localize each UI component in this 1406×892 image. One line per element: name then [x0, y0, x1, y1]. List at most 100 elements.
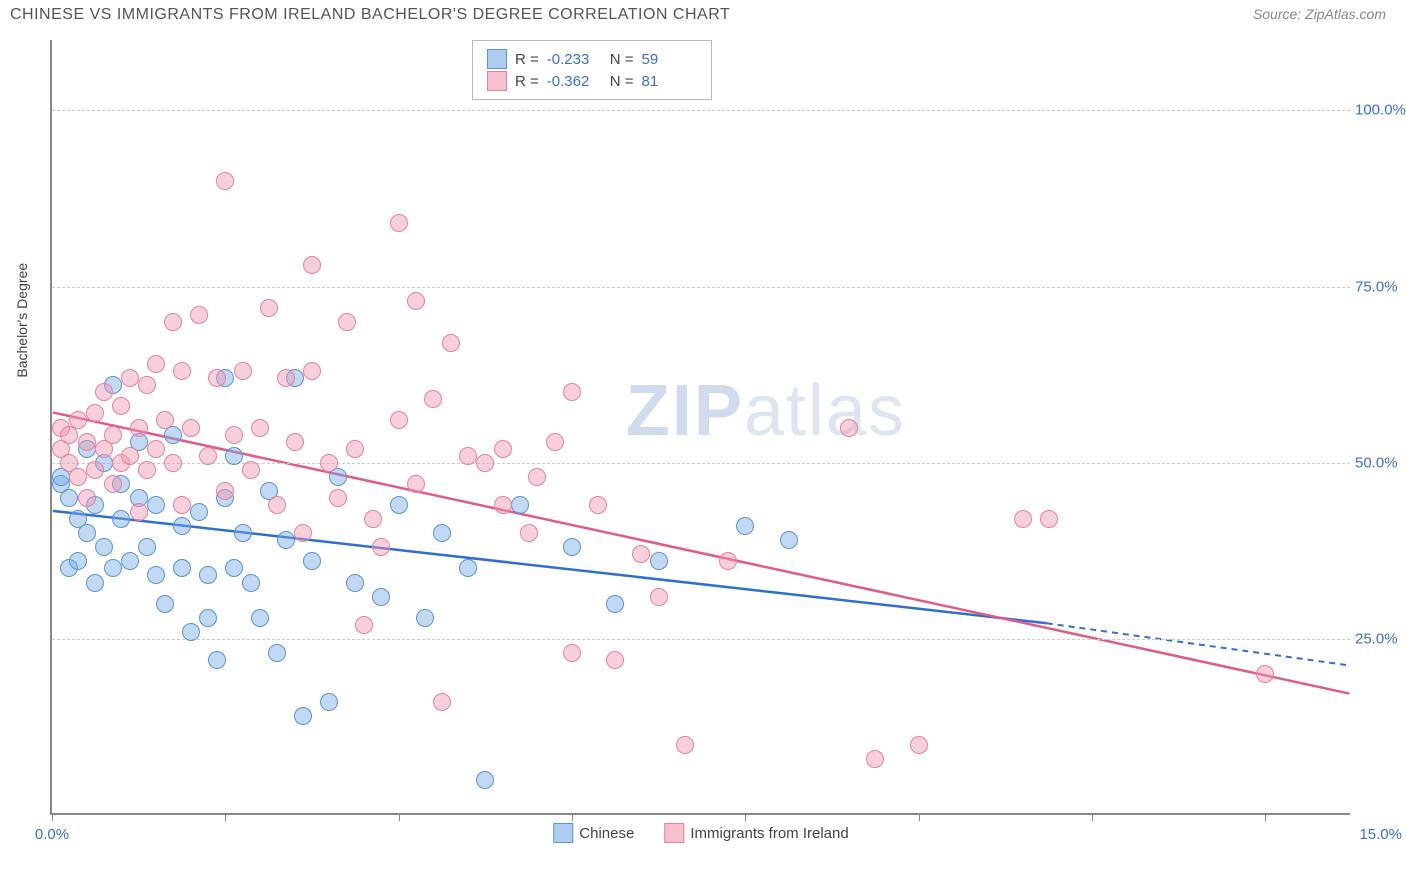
x-tick: [572, 813, 573, 821]
data-point: [606, 595, 624, 613]
header: CHINESE VS IMMIGRANTS FROM IRELAND BACHE…: [0, 0, 1406, 24]
data-point: [424, 390, 442, 408]
data-point: [121, 552, 139, 570]
gridline: [52, 287, 1350, 288]
data-point: [372, 538, 390, 556]
source-attribution: Source: ZipAtlas.com: [1253, 6, 1386, 22]
data-point: [138, 461, 156, 479]
data-point: [69, 411, 87, 429]
x-tick: [1265, 813, 1266, 821]
data-point: [173, 496, 191, 514]
data-point: [650, 552, 668, 570]
data-point: [182, 419, 200, 437]
data-point: [459, 559, 477, 577]
data-point: [320, 693, 338, 711]
data-point: [589, 496, 607, 514]
data-point: [251, 609, 269, 627]
data-point: [303, 256, 321, 274]
stat-n-value: 59: [642, 51, 697, 68]
data-point: [1256, 665, 1274, 683]
data-point: [216, 172, 234, 190]
data-point: [736, 517, 754, 535]
data-point: [112, 510, 130, 528]
data-point: [459, 447, 477, 465]
data-point: [632, 545, 650, 563]
data-point: [156, 411, 174, 429]
data-point: [546, 433, 564, 451]
data-point: [86, 574, 104, 592]
data-point: [528, 468, 546, 486]
x-tick: [399, 813, 400, 821]
data-point: [190, 306, 208, 324]
data-point: [364, 510, 382, 528]
data-point: [60, 489, 78, 507]
legend-swatch: [664, 823, 684, 843]
x-tick: [919, 813, 920, 821]
data-point: [303, 552, 321, 570]
data-point: [520, 524, 538, 542]
data-point: [104, 426, 122, 444]
legend-swatch: [487, 71, 507, 91]
data-point: [563, 538, 581, 556]
data-point: [86, 404, 104, 422]
data-point: [199, 609, 217, 627]
data-point: [676, 736, 694, 754]
data-point: [268, 644, 286, 662]
y-axis-label: Bachelor's Degree: [14, 262, 30, 377]
data-point: [121, 447, 139, 465]
x-tick-label-right: 15.0%: [1359, 826, 1402, 843]
data-point: [840, 419, 858, 437]
y-tick-label: 25.0%: [1355, 630, 1406, 647]
scatter-chart: Bachelor's Degree ZIPatlas R = -0.233 N …: [50, 40, 1350, 815]
data-point: [294, 524, 312, 542]
data-point: [234, 362, 252, 380]
data-point: [138, 538, 156, 556]
x-tick: [745, 813, 746, 821]
data-point: [1040, 510, 1058, 528]
data-point: [268, 496, 286, 514]
data-point: [225, 426, 243, 444]
data-point: [69, 552, 87, 570]
data-point: [390, 214, 408, 232]
y-tick-label: 50.0%: [1355, 454, 1406, 471]
data-point: [173, 517, 191, 535]
data-point: [294, 707, 312, 725]
data-point: [346, 574, 364, 592]
data-point: [78, 433, 96, 451]
data-point: [719, 552, 737, 570]
data-point: [606, 651, 624, 669]
data-point: [563, 644, 581, 662]
data-point: [104, 559, 122, 577]
data-point: [277, 369, 295, 387]
data-point: [225, 447, 243, 465]
data-point: [476, 454, 494, 472]
data-point: [147, 566, 165, 584]
data-point: [208, 369, 226, 387]
data-point: [216, 482, 234, 500]
legend-label: Immigrants from Ireland: [690, 825, 848, 842]
x-tick-label-left: 0.0%: [35, 826, 69, 843]
stat-n-value: 81: [642, 73, 697, 90]
data-point: [416, 609, 434, 627]
data-point: [242, 461, 260, 479]
data-point: [69, 468, 87, 486]
data-point: [121, 369, 139, 387]
data-point: [650, 588, 668, 606]
data-point: [407, 475, 425, 493]
data-point: [563, 383, 581, 401]
x-tick: [1092, 813, 1093, 821]
y-tick-label: 75.0%: [1355, 278, 1406, 295]
stat-r-label: R =: [515, 73, 539, 90]
data-point: [208, 651, 226, 669]
stat-r-value: -0.362: [547, 73, 602, 90]
data-point: [390, 411, 408, 429]
data-point: [372, 588, 390, 606]
data-point: [147, 496, 165, 514]
data-point: [303, 362, 321, 380]
data-point: [476, 771, 494, 789]
data-point: [225, 559, 243, 577]
legend-label: Chinese: [579, 825, 634, 842]
data-point: [346, 440, 364, 458]
data-point: [511, 496, 529, 514]
data-point: [251, 419, 269, 437]
